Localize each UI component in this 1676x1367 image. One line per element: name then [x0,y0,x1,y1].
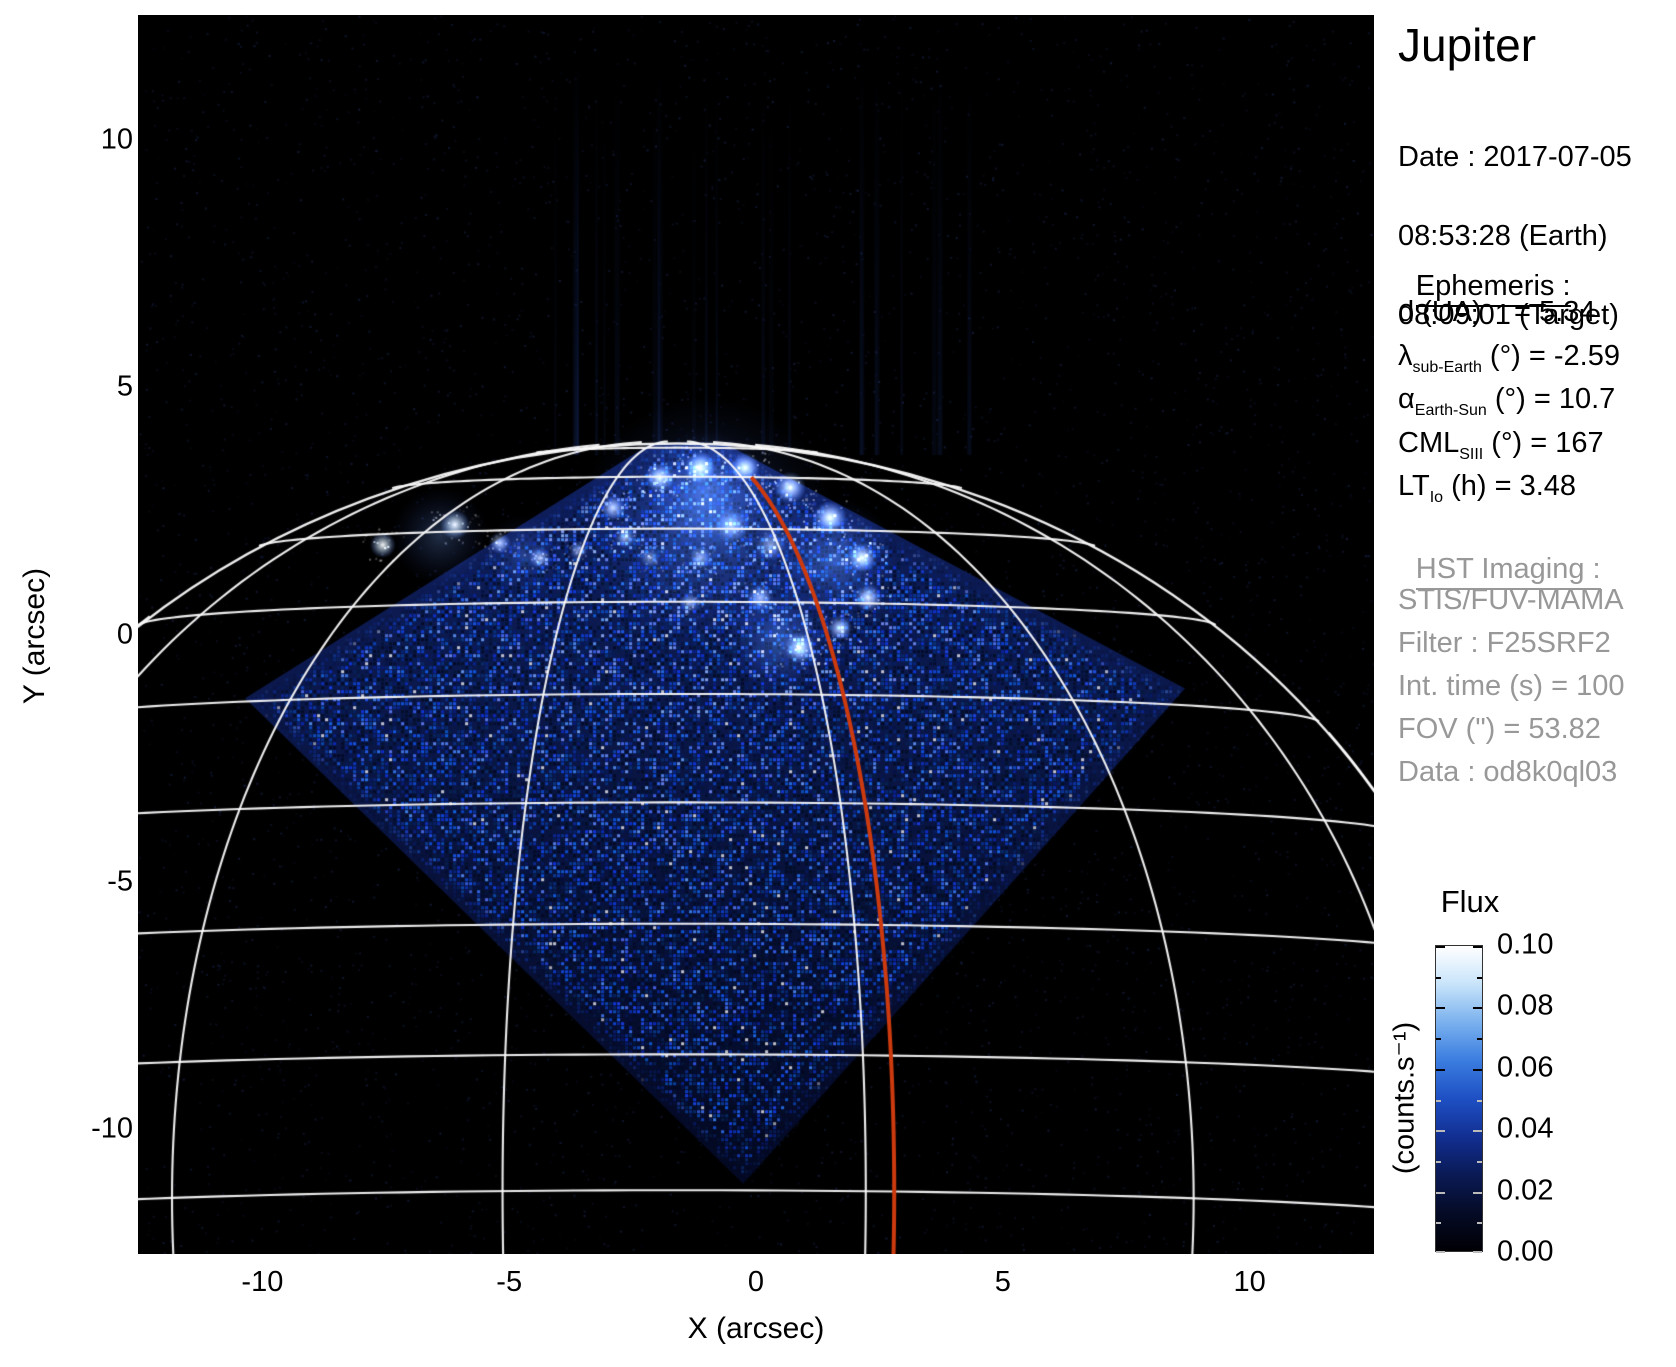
ephemeris-row: λsub-Earth (°) = -2.59 [1398,339,1620,376]
colorbar-tick-mark [1473,1191,1482,1194]
ephemeris-row: LTIo (h) = 3.48 [1398,470,1577,506]
ephemeris-row: CMLSIII (°) = 167 [1398,426,1604,463]
colorbar-tick-mark [1436,976,1441,979]
y-tick-label: -5 [107,865,133,898]
x-axis-title: X (arcsec) [687,1312,825,1345]
y-tick-label: 5 [116,370,133,403]
colorbar-tick-mark [1477,976,1482,979]
ephemeris-row: d (UA) = 5.34 [1398,296,1596,328]
colorbar-tick-mark [1473,1068,1482,1071]
hst-imaging-section: HST Imaging : [1398,535,1601,608]
ephemeris-row: αEarth-Sun (°) = 10.7 [1398,383,1616,419]
x-tick-label: 10 [1233,1266,1266,1298]
ephemeris-section: Ephemeris : [1398,252,1571,325]
colorbar-tick-label: 0.10 [1497,928,1554,961]
colorbar-tick-mark [1436,1007,1445,1010]
time-target-line: 08:09:01 (Target) [1398,299,1619,331]
colorbar-tick-label: 0.08 [1497,989,1554,1022]
date-line: Date : 2017-07-05 [1398,141,1632,173]
colorbar-tick-label: 0.02 [1497,1174,1554,1207]
colorbar-tick-label: 0.04 [1497,1112,1554,1145]
colorbar-tick-mark [1436,1038,1441,1041]
ephemeris-rows: d (UA) = 5.34 λsub-Earth (°) = -2.59 αEart… [1398,296,1620,514]
colorbar-tick-mark [1477,1160,1482,1163]
colorbar-tick-mark [1473,1251,1482,1253]
date-block: Date : 2017-07-05 08:53:28 (Earth) 08:09… [1398,100,1632,373]
colorbar-tick-mark [1473,946,1482,948]
colorbar-tick-mark [1477,1099,1482,1102]
hst-imaging-line: FOV (") = 53.82 [1398,713,1601,745]
colorbar-tick-label: 0.06 [1497,1051,1554,1084]
hst-imaging-line: Data : od8k0ql03 [1398,756,1618,788]
colorbar-tick-mark [1477,1038,1482,1041]
colorbar-unit-label: (counts.s⁻¹) [1388,1021,1421,1175]
y-tick-label: 0 [116,618,133,650]
colorbar-title: Flux [1440,884,1500,919]
colorbar-tick-mark [1473,1007,1482,1010]
page-title: Jupiter [1398,19,1537,71]
colorbar-tick-mark [1436,1191,1445,1194]
colorbar-tick-mark [1436,1130,1445,1133]
colorbar-tick-label: 0.00 [1497,1235,1554,1268]
y-tick-label: -10 [91,1112,133,1145]
x-tick-label: 0 [747,1266,765,1298]
x-tick-label: 5 [994,1266,1011,1298]
colorbar-tick-mark [1473,1130,1482,1133]
x-tick-label: -5 [496,1266,523,1298]
colorbar-tick-mark [1477,1222,1482,1225]
x-tick-label: -10 [241,1266,284,1298]
colorbar-tick-mark [1436,946,1445,948]
y-tick-label: 10 [100,123,133,156]
hst-imaging-line: STIS/FUV-MAMA [1398,584,1624,616]
hst-imaging-line: Filter : F25SRF2 [1398,627,1611,659]
y-axis-title: Y (arcsec) [18,567,51,705]
colorbar-tick-mark [1436,1068,1445,1071]
colorbar-tick-mark [1436,1222,1441,1225]
flux-colorbar [1435,945,1483,1253]
hst-imaging-line: Int. time (s) = 100 [1398,670,1625,702]
hst-fuv-image-canvas [138,15,1374,1254]
hst-imaging-header: HST Imaging : [1415,553,1601,590]
time-earth-line: 08:53:28 (Earth) [1398,220,1608,252]
colorbar-tick-mark [1436,1099,1441,1102]
colorbar-tick-mark [1436,1251,1445,1253]
hst-imaging-lines: STIS/FUV-MAMA Filter : F25SRF2 Int. time (… [1398,579,1624,794]
colorbar-tick-mark [1436,1160,1441,1163]
ephemeris-header: Ephemeris : [1415,270,1571,307]
